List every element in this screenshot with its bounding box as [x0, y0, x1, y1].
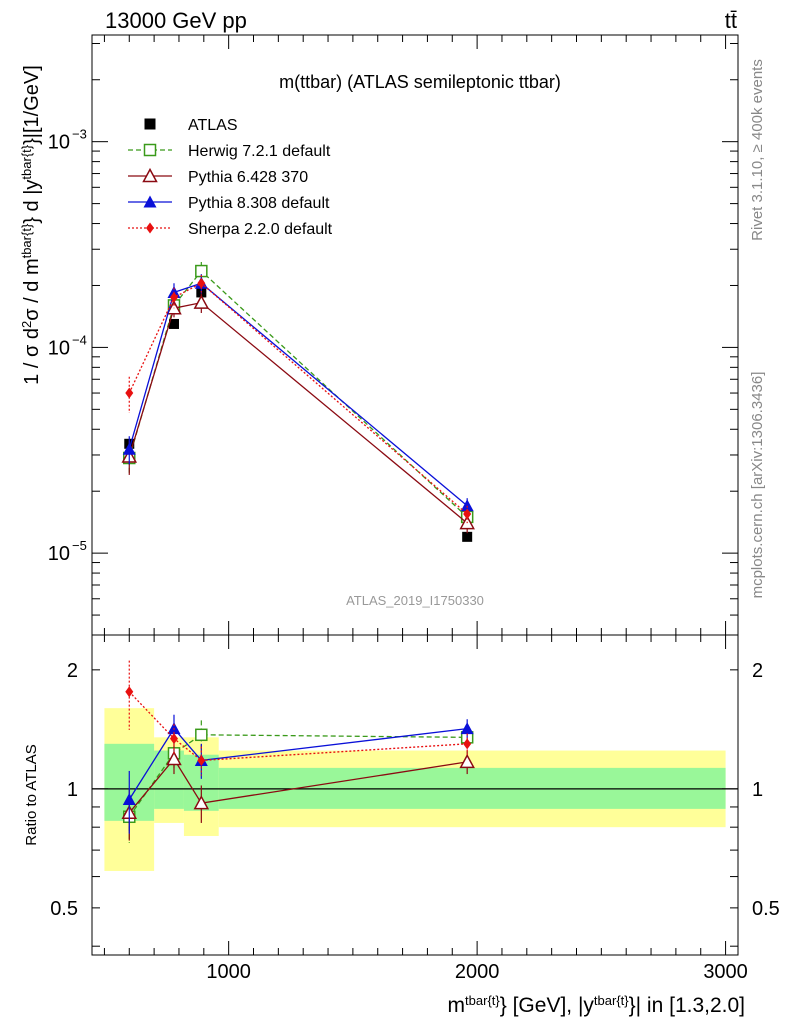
series-2: [121, 293, 475, 534]
ratio-point: [195, 728, 208, 742]
legend-label: Pythia 8.308 default: [188, 195, 330, 212]
rivet-label: Rivet 3.1.10, ≥ 400k events: [749, 59, 766, 241]
ratio-tick-label-right: 2: [752, 660, 763, 682]
x-tick-label: 3000: [703, 961, 748, 983]
x-axis-label: mtbar{t}} [GeV], |ytbar{t}}| in [1.3,2.0…: [448, 993, 745, 1018]
y-tick-label-exp: −5: [72, 538, 87, 553]
ratio-axis-label: Ratio to ATLAS: [23, 744, 40, 845]
legend-label: Pythia 6.428 370: [188, 169, 308, 186]
main-panel: 10−510−410−3: [48, 34, 739, 636]
ratio-point: [122, 792, 136, 805]
ratio-series-3: [125, 660, 472, 776]
ratio-line: [128, 757, 468, 814]
ratio-tick-label-right: 0.5: [752, 898, 780, 920]
ratio-point: [166, 750, 182, 766]
y-tick-label: 10: [48, 337, 70, 359]
y-axis-label-group: 1 / σ d2σ / d mtbar{t}} d |ytbar{t}}|[1/…: [19, 65, 44, 385]
ratio-frame: [91, 634, 739, 956]
series-line: [128, 282, 468, 507]
analysis-id: ATLAS_2019_I1750330: [346, 593, 484, 608]
mcplots-label: mcplots.cern.ch [arXiv:1306.3436]: [749, 372, 766, 599]
ratio-point: [193, 795, 210, 810]
ratio-line: [128, 727, 468, 800]
ratio-point: [459, 753, 475, 769]
y-tick-label: 10: [48, 132, 70, 154]
ratio-point: [463, 738, 472, 750]
data-point: [125, 387, 134, 399]
main-title: m(ttbar) (ATLAS semileptonic ttbar): [279, 72, 561, 92]
ratio-point: [169, 733, 178, 745]
x-tick-label: 2000: [455, 961, 500, 983]
data-point: [193, 294, 210, 309]
y-axis-label: 1 / σ d2σ / d mtbar{t}} d |ytbar{t}}|[1/…: [19, 65, 44, 385]
legend-label: Sherpa 2.2.0 default: [188, 221, 333, 238]
ratio-tick-label: 1: [67, 779, 78, 801]
legend-marker: [143, 143, 157, 157]
data-point: [462, 531, 473, 542]
ratio-point: [197, 754, 206, 766]
ratio-panel: 0.5 0.5 1 1 2 2 1000 2000 3000: [50, 634, 780, 983]
legend-label: ATLAS: [188, 117, 238, 134]
legend-marker: [142, 167, 158, 183]
x-tick-label: 1000: [206, 961, 251, 983]
data-point: [169, 291, 178, 303]
legend-marker: [146, 222, 154, 234]
series-line: [128, 301, 468, 524]
ratio-tick-label: 0.5: [50, 898, 78, 920]
ratio-point: [125, 686, 134, 698]
legend: ATLAS Herwig 7.2.1 default Pythia 6.428 37…: [128, 117, 333, 238]
ratio-line: [128, 734, 468, 818]
y-tick-label-exp: −3: [72, 127, 87, 142]
data-point: [122, 442, 136, 455]
data-point: [460, 499, 474, 512]
ratio-tick-label-right: 1: [752, 779, 763, 801]
legend-marker: [143, 195, 157, 208]
series-1: [123, 262, 474, 527]
series-line: [128, 282, 468, 515]
series-0: [124, 287, 473, 542]
process-label: tt̄: [725, 8, 737, 33]
ratio-point: [460, 722, 474, 735]
legend-marker: [144, 118, 156, 130]
y-tick-label-exp: −4: [72, 332, 87, 347]
ratio-line: [128, 691, 468, 762]
energy-label: 13000 GeV pp: [105, 8, 247, 33]
data-point: [463, 508, 472, 520]
ratio-tick-label: 2: [67, 660, 78, 682]
data-point: [197, 277, 206, 289]
legend-label: Herwig 7.2.1 default: [188, 143, 331, 160]
y-tick-label: 10: [48, 543, 70, 565]
data-point: [168, 318, 179, 329]
series-4: [125, 274, 472, 524]
